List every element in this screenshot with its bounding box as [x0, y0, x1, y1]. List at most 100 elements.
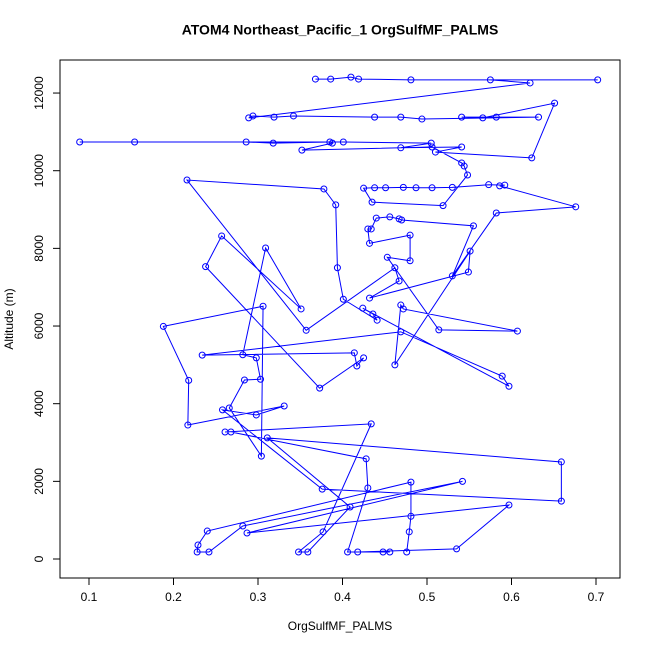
data-point [245, 114, 253, 122]
data-point [397, 328, 405, 336]
data-point [513, 327, 521, 335]
data-point [464, 268, 472, 276]
data-point [316, 384, 324, 392]
x-tick-label: 0.4 [334, 590, 351, 604]
data-point [557, 458, 565, 466]
data-point [366, 294, 374, 302]
data-point [257, 452, 265, 460]
data-point [501, 181, 509, 189]
data-point [359, 304, 367, 312]
data-point [594, 76, 602, 84]
data-point [203, 527, 211, 535]
data-point [269, 139, 277, 147]
plot-frame [59, 59, 621, 579]
y-tick-label: 8000 [32, 235, 46, 262]
data-point [458, 143, 466, 151]
y-tick-label: 0 [32, 555, 46, 562]
data-point [453, 545, 461, 553]
data-point [386, 213, 394, 221]
data-point [318, 485, 326, 493]
data-point [76, 138, 84, 146]
data-point [369, 310, 377, 318]
data-point [469, 222, 477, 230]
data-point [319, 528, 327, 536]
data-point [239, 351, 247, 359]
data-point [327, 75, 335, 83]
data-point [354, 548, 362, 556]
data-point [339, 138, 347, 146]
data-point [492, 209, 500, 217]
y-tick-label: 4000 [32, 390, 46, 417]
data-point [435, 326, 443, 334]
data-line [79, 76, 598, 553]
data-point [243, 529, 251, 537]
data-point [526, 79, 534, 87]
data-point [240, 376, 248, 384]
data-point [428, 184, 436, 192]
data-point [505, 382, 513, 390]
data-point [364, 225, 372, 233]
data-point [270, 113, 278, 121]
y-tick-label: 6000 [32, 312, 46, 339]
data-point [333, 264, 341, 272]
data-point [572, 203, 580, 211]
data-point [159, 322, 167, 330]
data-point [557, 497, 565, 505]
data-point [406, 257, 414, 265]
data-point [528, 154, 536, 162]
data-point [458, 113, 466, 121]
data-point [194, 541, 202, 549]
y-axis-title: Altitude (m) [2, 288, 16, 349]
data-point [257, 375, 265, 383]
data-point [221, 428, 229, 436]
data-point [464, 171, 472, 179]
data-point [252, 354, 260, 362]
data-point [339, 295, 347, 303]
data-point [407, 512, 415, 520]
y-tick-label: 2000 [32, 468, 46, 495]
data-point [535, 113, 543, 121]
data-point [350, 349, 358, 357]
data-point [418, 115, 426, 123]
chart-title: ATOM4 Northeast_Pacific_1 OrgSulfMF_PALM… [182, 22, 499, 38]
data-point [263, 434, 271, 442]
data-point [347, 73, 355, 81]
data-point [367, 420, 375, 428]
data-point [202, 263, 210, 271]
data-point [249, 112, 257, 120]
data-point [448, 272, 456, 280]
data-point [485, 181, 493, 189]
data-point [379, 548, 387, 556]
data-point [399, 183, 407, 191]
data-point [183, 176, 191, 184]
data-point [496, 182, 504, 190]
data-point [218, 232, 226, 240]
data-point [407, 76, 415, 84]
data-point [239, 522, 247, 530]
data-point [505, 501, 513, 509]
x-axis-title: OrgSulfMF_PALMS [288, 619, 392, 633]
x-tick-label: 0.1 [81, 590, 98, 604]
data-point [398, 216, 406, 224]
data-point [297, 305, 305, 313]
data-point [405, 528, 413, 536]
data-point [458, 477, 466, 485]
data-point [391, 264, 399, 272]
x-tick-label: 0.6 [503, 590, 520, 604]
data-point [492, 113, 500, 121]
data-point [289, 112, 297, 120]
data-point [320, 185, 328, 193]
data-point [448, 183, 456, 191]
data-point [371, 184, 379, 192]
data-point [431, 148, 439, 156]
data-point [205, 548, 213, 556]
data-point [262, 244, 270, 252]
data-point [362, 455, 370, 463]
data-point [371, 113, 379, 121]
x-tick-label: 0.5 [419, 590, 436, 604]
data-point [360, 184, 368, 192]
data-point [439, 202, 447, 210]
data-point [302, 326, 310, 334]
data-point [326, 138, 334, 146]
data-point [466, 247, 474, 255]
